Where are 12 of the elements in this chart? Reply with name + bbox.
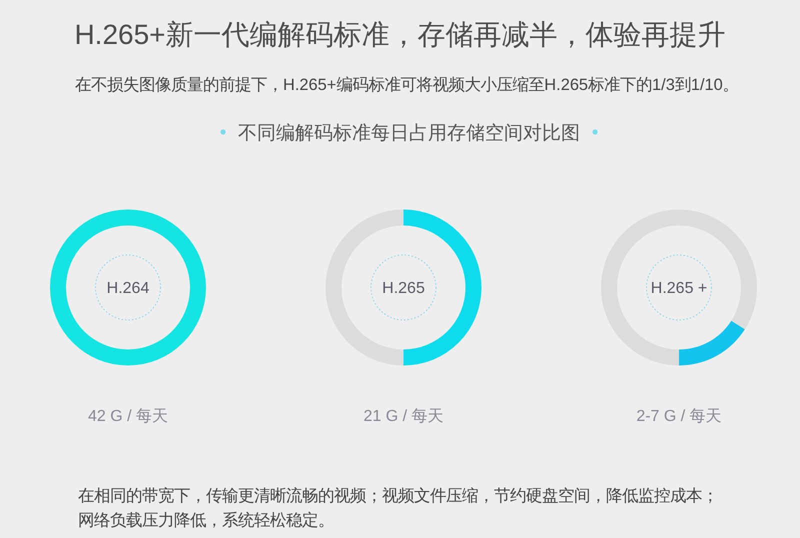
donut-slice [679,320,745,366]
slice-label: H.265 + [650,280,708,297]
text: H.265+新一代编解码标准，存储再减半，体验再提升 [74,19,726,50]
text: 在不损失图像质量的前提下，H.265+编码标准可将视频大小压缩至H.265标准下的1/3到1/10。 [75,76,739,94]
text: 21 G / 每天 [363,408,444,425]
text: 不同编解码标准每日占用存储空间对比图 [238,122,580,144]
text: 2-7 G / 每天 [636,408,722,425]
donut-slice [601,210,757,366]
text: 42 G / 每天 [88,408,168,425]
slice-label: H.264 [106,280,150,297]
slice-label: H.265 [382,280,425,297]
text: 在相同的带宽下，传输更清晰流畅的视频；视频文件压缩，节约硬盘空间，降低监控成本；网络负载压力降低，系统轻松稳定。 [78,487,718,530]
